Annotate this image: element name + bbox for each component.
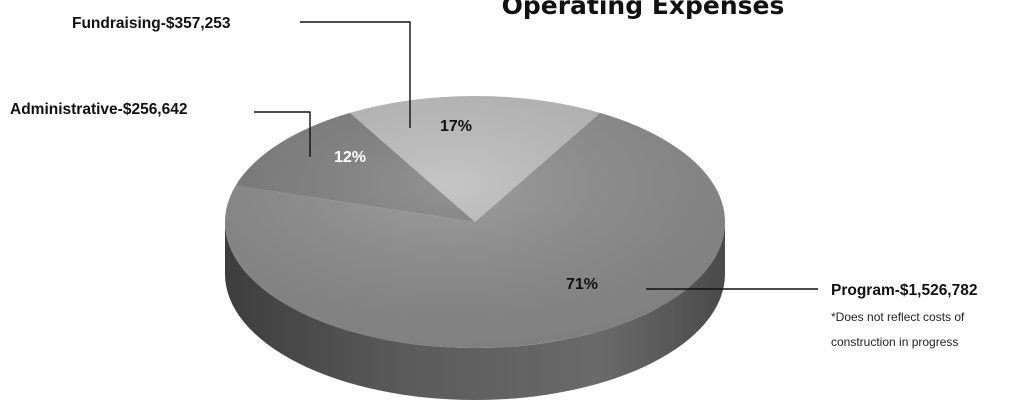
chart-title: Operating Expenses (502, 0, 785, 20)
slice-label-administrative: Administrative-$256,642 (10, 101, 187, 118)
pie-side-wall-shape (225, 222, 725, 400)
percent-labels: 71% 12% 17% (334, 118, 598, 293)
pie-side-wall (225, 222, 725, 400)
slice-label-fundraising: Fundraising-$357,253 (72, 15, 231, 32)
slice-label-program: Program-$1,526,782 (831, 282, 977, 299)
footnote-line-2: construction in progress (831, 335, 958, 349)
percent-label-fundraising: 17% (440, 118, 472, 135)
pie-top-sheen (225, 96, 725, 348)
percent-label-administrative: 12% (334, 149, 366, 166)
leader-line-fundraising (300, 21, 411, 128)
leader-line-administrative (254, 111, 311, 157)
pie-top-face (224, 96, 725, 349)
footnote-line-1: *Does not reflect costs of (831, 310, 965, 324)
percent-label-program: 71% (566, 276, 598, 293)
leader-lines (254, 21, 818, 290)
